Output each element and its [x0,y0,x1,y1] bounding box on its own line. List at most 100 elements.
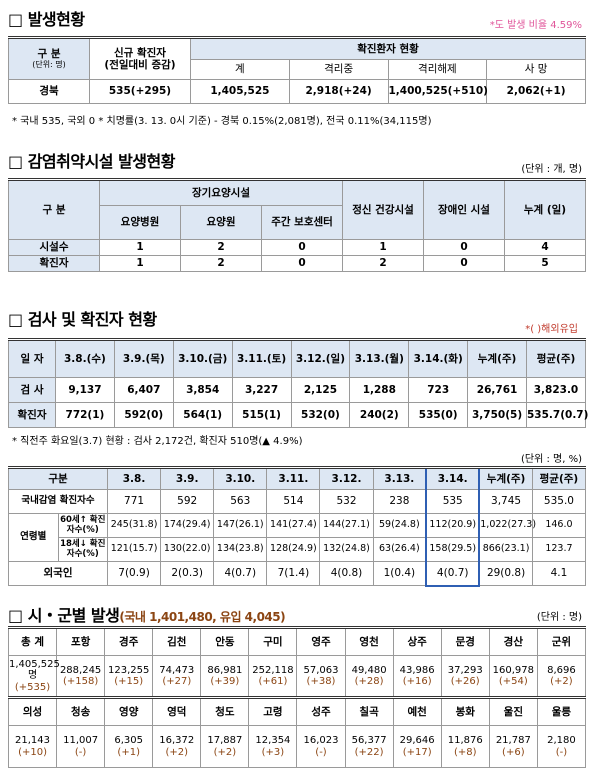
cell: 17,887 (+2) [200,725,250,768]
row: 외국인 7(0.9) 2(0.3) 4(0.7) 7(1.4) 4(0.8) 1(0.4) 4… [8,561,587,587]
cell: 535.0 [531,489,587,514]
total: 29,646 [399,735,435,746]
cell: 723 [408,377,469,403]
cell: 592 [160,489,215,514]
header-cell: 김천 [152,627,202,656]
cell: 158(29.5) [425,537,481,562]
cell: 경북 [8,79,90,104]
cell: 535.7(0.7) [526,402,588,428]
cell: 12,354 (+3) [248,725,298,768]
row: 경북 535(+295) 1,405,525 2,918(+24) 1,400,525(… [8,79,586,104]
cell: 141(27.4) [266,513,321,538]
change: (+39) [210,676,240,687]
header-cell: 3.12. [319,467,374,490]
header-sub: (전일대비 증감) [104,59,176,71]
total: 16,023 [303,735,339,746]
total: 6,305 [114,735,144,746]
cell: 21,787 (+6) [488,725,538,768]
total: 16,372 [159,735,195,746]
row: 구 분 장기요양시설 정신 건강시설 장애인 시설 누계 (일) [8,179,586,240]
header-cell: 3.9. [160,467,215,490]
header-unit: (단위: 명) [32,60,66,70]
header-cell: 3.10. [213,467,268,490]
change: (+16) [402,676,432,687]
cell: 2,125 [290,377,351,403]
total: 56,377 [351,735,387,746]
change: (+27) [162,676,192,687]
header-cell: 주간 보호센터 [261,205,343,240]
header-cell: 3.9.(목) [113,339,174,378]
change: (+1) [117,746,140,758]
cell: 63(26.4) [372,537,427,562]
cell: 144(27.1) [319,513,374,538]
cell: 112(20.9) [425,513,481,538]
header-cell: 평균(주) [526,339,586,378]
cell: 7(0.9) [106,561,162,586]
change: (-) [74,746,87,758]
cell: 238 [372,489,427,514]
change: (-) [555,746,568,758]
cell: 연령별 [8,513,59,562]
change: (+17) [402,746,432,758]
header-cell: 누계(주) [467,339,527,378]
change: (+61) [258,676,288,687]
total: 12,354 [255,735,291,746]
cell: 86,981 (+39) [200,655,250,698]
header-cell: 상주 [392,627,442,656]
cell: 3,854 [172,377,233,403]
cell: 59(24.8) [372,513,427,538]
cell: 147(26.1) [213,513,268,538]
row: 의성 청송 영양 영덕 청도 고령 성주 칠곡 예천 봉화 울진 울릉 [7,696,587,726]
header-cell: 3.8. [106,467,162,490]
cell: 4(0.7) [213,561,268,586]
header-cell: 영주 [296,627,346,656]
header-cell: 격리중 [288,59,389,80]
total: 37,293 [447,664,483,676]
header-cell: 평균(주) [531,467,587,490]
header-cell: 영양 [104,696,154,726]
row: 확진자 1 2 0 2 0 5 [8,255,586,272]
header-cell: 확진환자 현황 [190,37,586,60]
header-cell: 고령 [248,696,298,726]
cell: 515(1) [231,402,292,428]
total: 21,787 [495,735,531,746]
cell: 532 [319,489,374,514]
header-cell: 3.12.(일) [290,339,351,378]
cell: 9,137 [55,377,115,403]
cell: 60세↑ 확진자수(%) [57,513,108,538]
cell: 130(22.0) [160,537,215,562]
header-cell: 군위 [536,627,587,656]
row: 시설수 1 2 0 1 0 4 [8,239,586,256]
header-cell: 예천 [392,696,442,726]
cell: 132(24.8) [319,537,374,562]
cell: 1(0.4) [372,561,427,586]
section-title: □ 감염취약시설 발생현황 [8,152,175,171]
header-cell: 봉화 [440,696,490,726]
row: 18세↓ 확진자수(%) 121(15.7) 130(22.0) 134(23.8) 1… [9,537,587,562]
cell: 18세↓ 확진자수(%) [57,537,108,562]
cell: 1 [342,239,424,256]
row: 1,405,525명 (+535) 288,245 (+158) 123,255 (+15… [7,655,587,698]
cell: 16,023 (-) [296,725,346,768]
cell: 252,118 (+61) [248,655,298,698]
header-cell: 일 자 [8,339,56,378]
cell: 532(0) [290,402,351,428]
header-cell: 영덕 [152,696,202,726]
status-table: 구 분 (단위: 명) 신규 확진자 (전일대비 증감) 확진환자 현황 계 격리중 격리해제… [8,36,586,104]
cell: 563 [213,489,268,514]
cell: 8,696 (+2) [536,655,587,698]
header-cell: 3.11. [266,467,321,490]
cell: 37,293 (+26) [440,655,490,698]
cell: 국내감염 확진자수 [8,489,108,514]
change: (+10) [18,746,47,758]
header-cell: 청송 [56,696,106,726]
cell: 564(1) [172,402,233,428]
header-cell: 정신 건강시설 [342,179,424,240]
unit: (단위 : 명, %) [521,454,582,465]
total: 2,180 [547,735,576,746]
cell: 7(1.4) [266,561,321,586]
cell: 11,007 (-) [56,725,106,768]
cell: 535 [425,489,481,514]
cell: 4(0.7) [425,561,481,587]
section-title: □ 발생현황 [8,10,85,29]
